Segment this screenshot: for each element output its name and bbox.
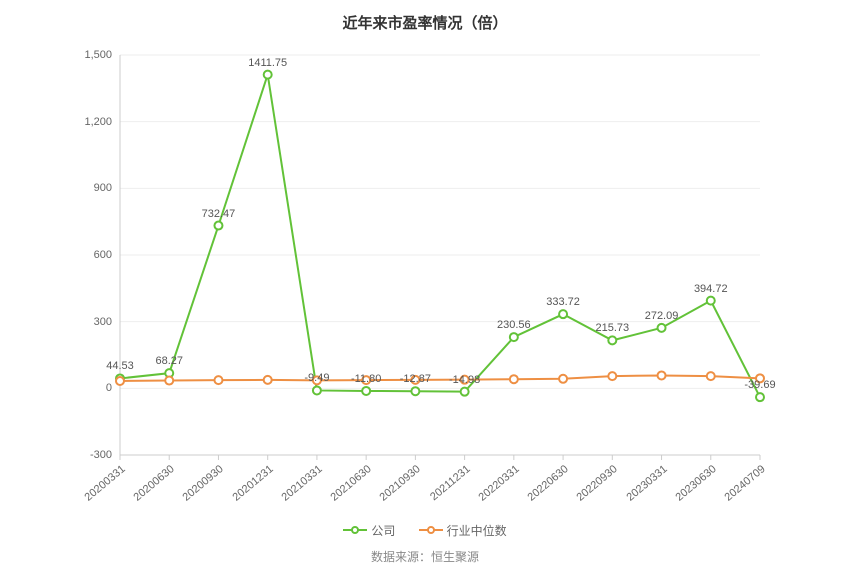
point-label: 394.72 — [694, 283, 728, 295]
x-tick-label: 20211231 — [428, 463, 473, 503]
data-source-label: 数据来源： — [371, 550, 431, 564]
x-tick-label: 20240709 — [722, 463, 767, 504]
point-label: -11.80 — [351, 373, 381, 385]
point-label: 215.73 — [595, 322, 629, 334]
chart-title: 近年来市盈率情况（倍） — [0, 0, 850, 33]
point-label: 1411.75 — [248, 57, 287, 69]
x-tick-label: 20220331 — [476, 463, 521, 504]
legend-marker-industry — [419, 524, 443, 536]
point-label: 732.47 — [202, 208, 236, 220]
x-tick-label: 20230630 — [673, 463, 718, 504]
pe-ratio-chart: 近年来市盈率情况（倍） -30003006009001,2001,500 202… — [0, 0, 850, 575]
x-tick-label: 20210630 — [329, 463, 374, 504]
plot-area: -30003006009001,2001,500 202003312020063… — [120, 55, 760, 455]
x-tick-label: 20210331 — [279, 463, 324, 504]
data-source: 数据来源：恒生聚源 — [0, 548, 850, 565]
legend: 公司 行业中位数 — [0, 522, 850, 540]
point-label: 44.53 — [106, 360, 134, 372]
legend-marker-company — [343, 524, 367, 536]
legend-label-industry: 行业中位数 — [447, 522, 507, 539]
point-label: -39.69 — [744, 379, 775, 391]
point-label: 333.72 — [546, 296, 580, 308]
y-tick-label: 1,500 — [84, 49, 112, 61]
point-label: -14.98 — [449, 374, 480, 386]
x-tick-label: 20230331 — [624, 463, 669, 504]
data-source-value: 恒生聚源 — [431, 550, 479, 564]
y-tick-label: 0 — [106, 382, 112, 394]
point-label: -9.49 — [304, 372, 329, 384]
x-tick-label: 20201231 — [230, 463, 275, 504]
point-label: 272.09 — [645, 310, 679, 322]
legend-label-company: 公司 — [371, 522, 395, 539]
y-tick-label: 900 — [94, 182, 112, 194]
x-tick-label: 20220930 — [575, 463, 620, 504]
x-tick-label: 20210930 — [378, 463, 423, 504]
x-tick-label: 20200331 — [82, 463, 127, 504]
legend-item-industry[interactable]: 行业中位数 — [419, 522, 507, 539]
x-tick-label: 20220630 — [526, 463, 571, 504]
legend-item-company[interactable]: 公司 — [343, 522, 395, 539]
y-tick-label: 300 — [94, 316, 112, 328]
y-tick-label: 600 — [94, 249, 112, 261]
series-lines — [120, 55, 760, 455]
y-tick-label: -300 — [90, 449, 112, 461]
point-label: 230.56 — [497, 319, 531, 331]
x-tick-label: 20200630 — [132, 463, 177, 504]
y-tick-label: 1,200 — [84, 116, 112, 128]
point-label: -12.87 — [400, 373, 431, 385]
x-tick-label: 20200930 — [181, 463, 226, 504]
point-label: 68.27 — [155, 355, 183, 367]
